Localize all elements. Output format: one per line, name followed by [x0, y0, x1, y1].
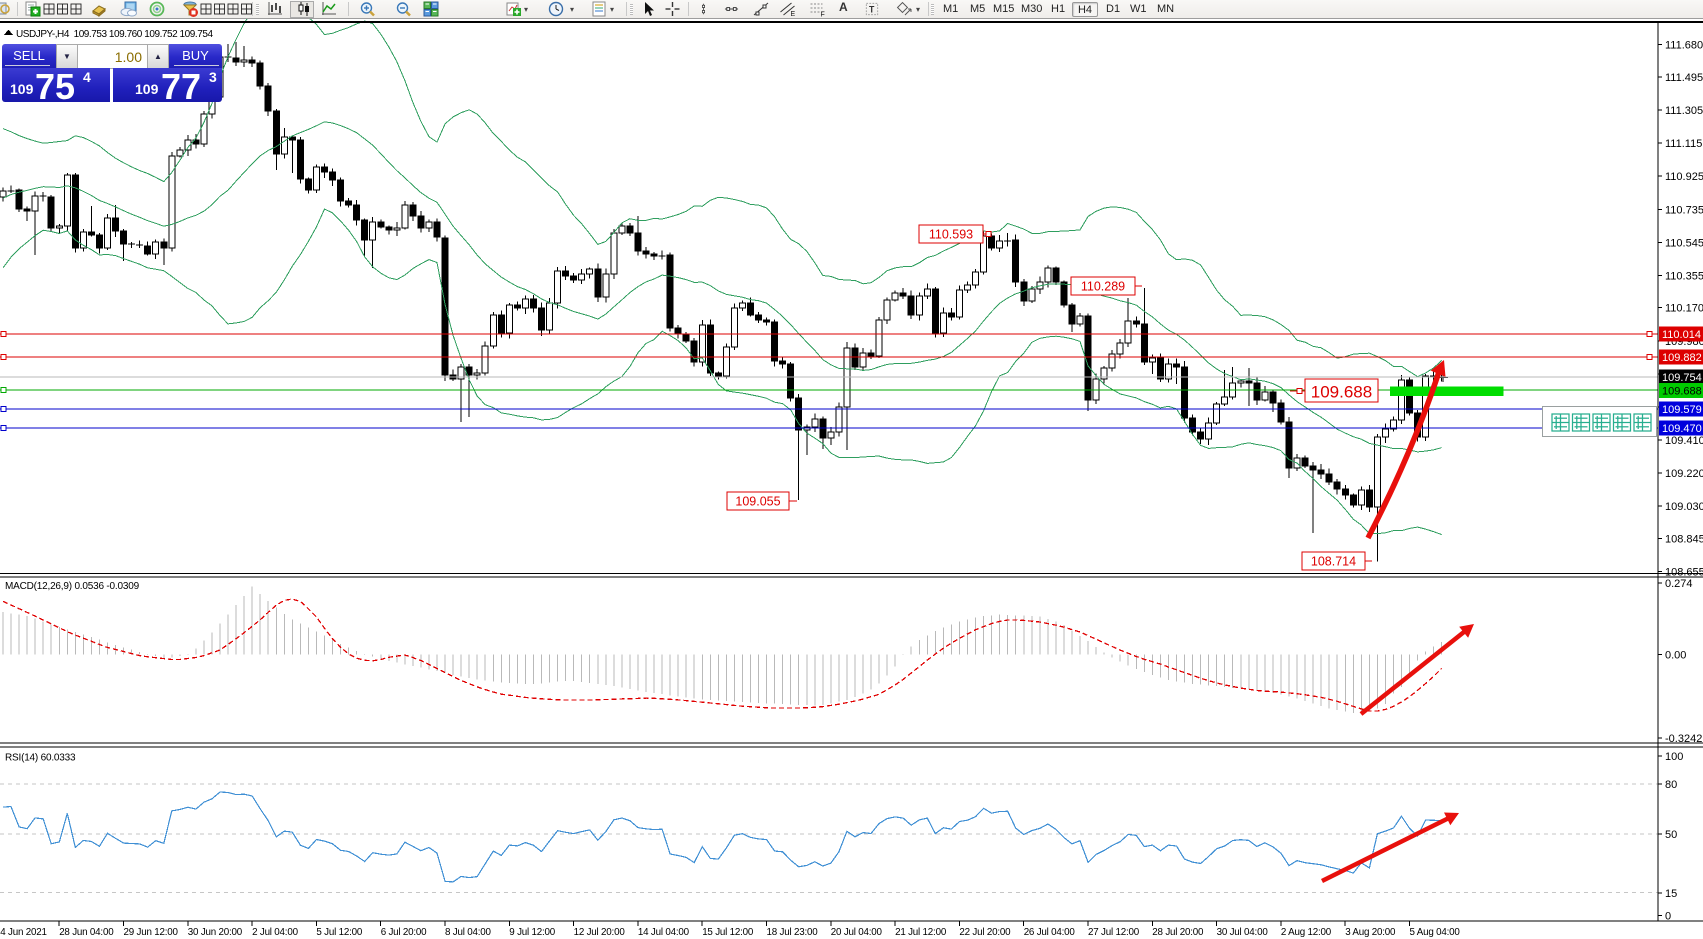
svg-text:0: 0	[1665, 911, 1671, 923]
svg-text:109.579: 109.579	[1662, 404, 1702, 416]
svg-text:USDJPY-,H4 109.753 109.760 10: USDJPY-,H4 109.753 109.760 109.752 109.7…	[16, 29, 213, 40]
svg-text:110.289: 110.289	[1081, 280, 1125, 294]
svg-text:111.115: 111.115	[1665, 138, 1702, 150]
svg-text:108.845: 108.845	[1665, 533, 1703, 545]
svg-text:111.305: 111.305	[1665, 105, 1703, 117]
svg-text:T: T	[869, 5, 875, 15]
svg-text:28 Jun 04:00: 28 Jun 04:00	[59, 927, 114, 938]
svg-text:109.688: 109.688	[1311, 383, 1372, 402]
svg-text:5 Aug 04:00: 5 Aug 04:00	[1410, 927, 1461, 938]
svg-text:30 Jul 04:00: 30 Jul 04:00	[1217, 927, 1269, 938]
svg-text:27 Jul 12:00: 27 Jul 12:00	[1088, 927, 1140, 938]
svg-text:E: E	[791, 11, 796, 17]
svg-text:24 Jun 2021: 24 Jun 2021	[0, 927, 47, 938]
svg-text:0.00: 0.00	[1665, 650, 1686, 662]
svg-text:3 Aug 20:00: 3 Aug 20:00	[1345, 927, 1396, 938]
svg-text:111.680: 111.680	[1665, 40, 1703, 52]
svg-text:20 Jul 04:00: 20 Jul 04:00	[831, 927, 883, 938]
svg-text:2 Aug 12:00: 2 Aug 12:00	[1281, 927, 1332, 938]
svg-text:110.735: 110.735	[1665, 204, 1703, 216]
svg-text:21 Jul 12:00: 21 Jul 12:00	[895, 927, 947, 938]
svg-text:18 Jul 23:00: 18 Jul 23:00	[767, 927, 819, 938]
svg-text:15: 15	[1665, 888, 1677, 900]
svg-text:109.055: 109.055	[735, 495, 780, 509]
svg-text:109.030: 109.030	[1665, 501, 1703, 513]
svg-text:111.495: 111.495	[1665, 72, 1703, 84]
svg-text:80: 80	[1665, 779, 1677, 791]
svg-text:26 Jul 04:00: 26 Jul 04:00	[1024, 927, 1076, 938]
svg-text:MACD(12,26,9) 0.0536 -0.0309: MACD(12,26,9) 0.0536 -0.0309	[5, 581, 140, 592]
svg-text:109.470: 109.470	[1662, 423, 1702, 435]
svg-text:110.170: 110.170	[1665, 303, 1703, 315]
svg-text:14 Jul 04:00: 14 Jul 04:00	[638, 927, 690, 938]
svg-text:109.410: 109.410	[1665, 435, 1703, 447]
svg-text:6 Jul 20:00: 6 Jul 20:00	[381, 927, 427, 938]
svg-text:109.754: 109.754	[1662, 372, 1702, 384]
svg-text:109.220: 109.220	[1665, 468, 1703, 480]
svg-text:110.545: 110.545	[1665, 237, 1703, 249]
svg-text:29 Jun 12:00: 29 Jun 12:00	[124, 927, 179, 938]
svg-text:8 Jul 04:00: 8 Jul 04:00	[445, 927, 491, 938]
svg-text:0.274: 0.274	[1665, 578, 1693, 590]
svg-text:108.655: 108.655	[1665, 567, 1703, 579]
svg-text:109.882: 109.882	[1662, 352, 1702, 364]
svg-text:5 Jul 12:00: 5 Jul 12:00	[316, 927, 362, 938]
svg-text:12 Jul 20:00: 12 Jul 20:00	[574, 927, 626, 938]
svg-text:RSI(14) 60.0333: RSI(14) 60.0333	[5, 753, 76, 764]
svg-text:110.593: 110.593	[929, 228, 973, 242]
svg-text:9 Jul 12:00: 9 Jul 12:00	[509, 927, 555, 938]
svg-text:28 Jul 20:00: 28 Jul 20:00	[1152, 927, 1204, 938]
svg-text:22 Jul 20:00: 22 Jul 20:00	[959, 927, 1011, 938]
svg-text:110.014: 110.014	[1662, 329, 1701, 341]
svg-text:109.688: 109.688	[1662, 386, 1702, 398]
svg-text:110.355: 110.355	[1665, 270, 1703, 282]
svg-text:50: 50	[1665, 829, 1677, 841]
svg-text:2 Jul 04:00: 2 Jul 04:00	[252, 927, 298, 938]
svg-text:30 Jun 20:00: 30 Jun 20:00	[188, 927, 243, 938]
svg-text:100: 100	[1665, 751, 1683, 763]
svg-text:F: F	[821, 12, 825, 18]
svg-text:15 Jul 12:00: 15 Jul 12:00	[702, 927, 754, 938]
svg-text:108.714: 108.714	[1311, 555, 1356, 569]
svg-text:-0.3242: -0.3242	[1665, 733, 1702, 745]
svg-text:110.925: 110.925	[1665, 171, 1703, 183]
